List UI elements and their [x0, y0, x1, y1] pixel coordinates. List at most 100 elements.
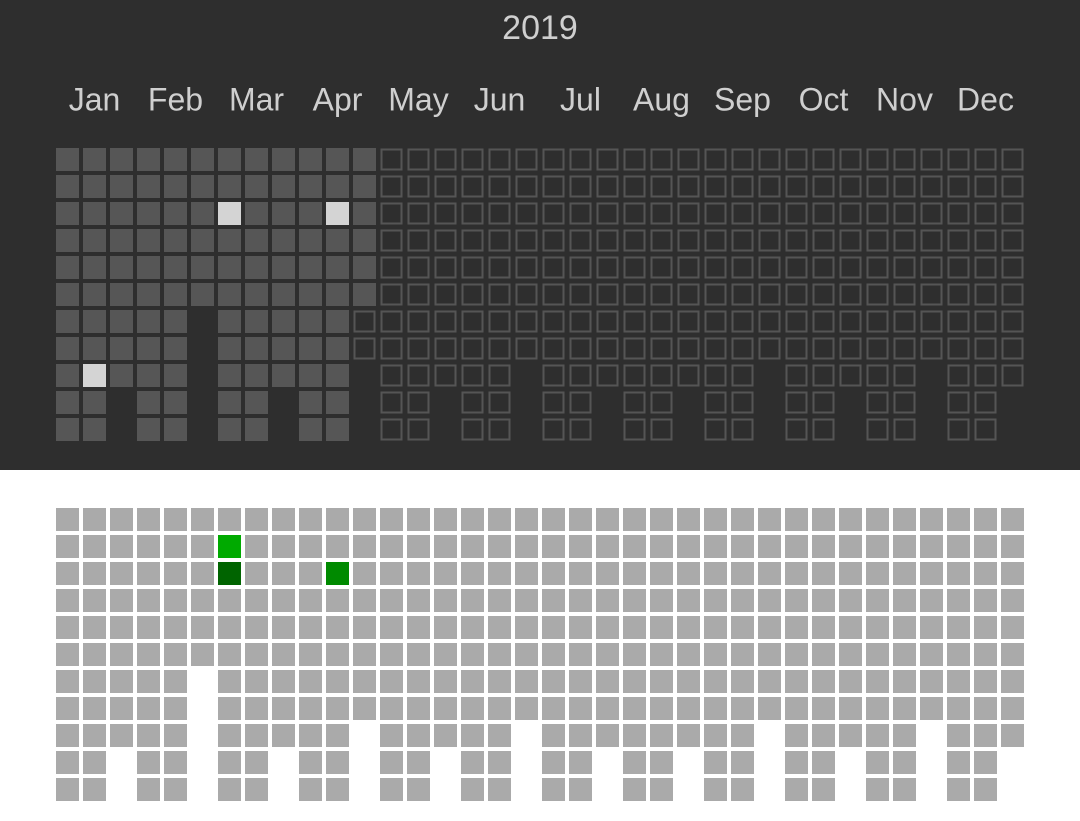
day-cell	[1001, 589, 1024, 612]
day-cell	[407, 751, 430, 774]
day-cell	[353, 508, 376, 531]
past-day	[56, 256, 79, 279]
day-cell	[56, 562, 79, 585]
day-cell	[407, 643, 430, 666]
future-day	[515, 283, 538, 306]
day-cell	[623, 778, 646, 801]
past-day	[56, 202, 79, 225]
day-cell	[83, 616, 106, 639]
marked-day	[218, 535, 241, 558]
future-day	[785, 229, 808, 252]
day-cell	[110, 616, 133, 639]
future-day	[893, 229, 916, 252]
past-day	[272, 229, 295, 252]
future-day	[650, 337, 673, 360]
day-cell	[299, 562, 322, 585]
day-cell	[515, 697, 538, 720]
day-cell	[488, 508, 511, 531]
future-day	[623, 310, 646, 333]
day-cell	[569, 535, 592, 558]
day-cell	[839, 670, 862, 693]
day-cell	[650, 724, 673, 747]
day-cell	[137, 589, 160, 612]
future-day	[785, 391, 808, 414]
future-day	[866, 391, 889, 414]
day-cell	[839, 535, 862, 558]
future-day	[812, 148, 835, 171]
day-cell	[920, 697, 943, 720]
past-day	[218, 283, 241, 306]
future-day	[407, 283, 430, 306]
day-cell	[218, 589, 241, 612]
day-cell	[947, 589, 970, 612]
day-cell	[218, 778, 241, 801]
past-day	[137, 175, 160, 198]
past-day	[245, 364, 268, 387]
past-day	[218, 391, 241, 414]
future-day	[623, 364, 646, 387]
day-cell	[704, 724, 727, 747]
day-cell	[326, 724, 349, 747]
future-day	[380, 148, 403, 171]
day-cell	[596, 697, 619, 720]
future-day	[758, 337, 781, 360]
future-day	[515, 202, 538, 225]
day-cell	[731, 508, 754, 531]
day-cell	[893, 670, 916, 693]
day-cell	[110, 562, 133, 585]
day-cell	[596, 508, 619, 531]
future-day	[434, 148, 457, 171]
future-day	[542, 148, 565, 171]
day-cell	[947, 697, 970, 720]
past-day	[299, 364, 322, 387]
future-day	[569, 202, 592, 225]
past-day	[218, 364, 241, 387]
day-cell	[380, 616, 403, 639]
future-day	[947, 148, 970, 171]
day-cell	[488, 562, 511, 585]
past-day	[191, 229, 214, 252]
day-cell	[920, 616, 943, 639]
day-cell	[785, 724, 808, 747]
day-cell	[299, 724, 322, 747]
future-day	[1001, 310, 1024, 333]
future-day	[974, 229, 997, 252]
future-day	[785, 364, 808, 387]
future-day	[542, 229, 565, 252]
day-cell	[785, 535, 808, 558]
future-day	[812, 337, 835, 360]
past-day	[83, 148, 106, 171]
day-cell	[299, 751, 322, 774]
day-cell	[488, 535, 511, 558]
future-day	[623, 175, 646, 198]
day-cell	[299, 535, 322, 558]
day-cell	[785, 643, 808, 666]
day-cell	[191, 535, 214, 558]
future-day	[569, 337, 592, 360]
future-day	[731, 310, 754, 333]
day-cell	[218, 724, 241, 747]
day-cell	[785, 778, 808, 801]
future-day	[569, 418, 592, 441]
future-day	[785, 283, 808, 306]
day-cell	[920, 535, 943, 558]
past-day	[245, 256, 268, 279]
past-day	[110, 283, 133, 306]
day-cell	[407, 670, 430, 693]
day-cell	[191, 616, 214, 639]
future-day	[758, 175, 781, 198]
day-cell	[731, 670, 754, 693]
day-cell	[650, 670, 673, 693]
day-cell	[920, 562, 943, 585]
day-cell	[407, 697, 430, 720]
future-day	[893, 337, 916, 360]
future-day	[812, 202, 835, 225]
future-day	[569, 310, 592, 333]
month-label: Jun	[474, 81, 526, 117]
future-day	[596, 283, 619, 306]
day-cell	[326, 670, 349, 693]
future-day	[893, 283, 916, 306]
future-day	[704, 310, 727, 333]
day-cell	[110, 535, 133, 558]
